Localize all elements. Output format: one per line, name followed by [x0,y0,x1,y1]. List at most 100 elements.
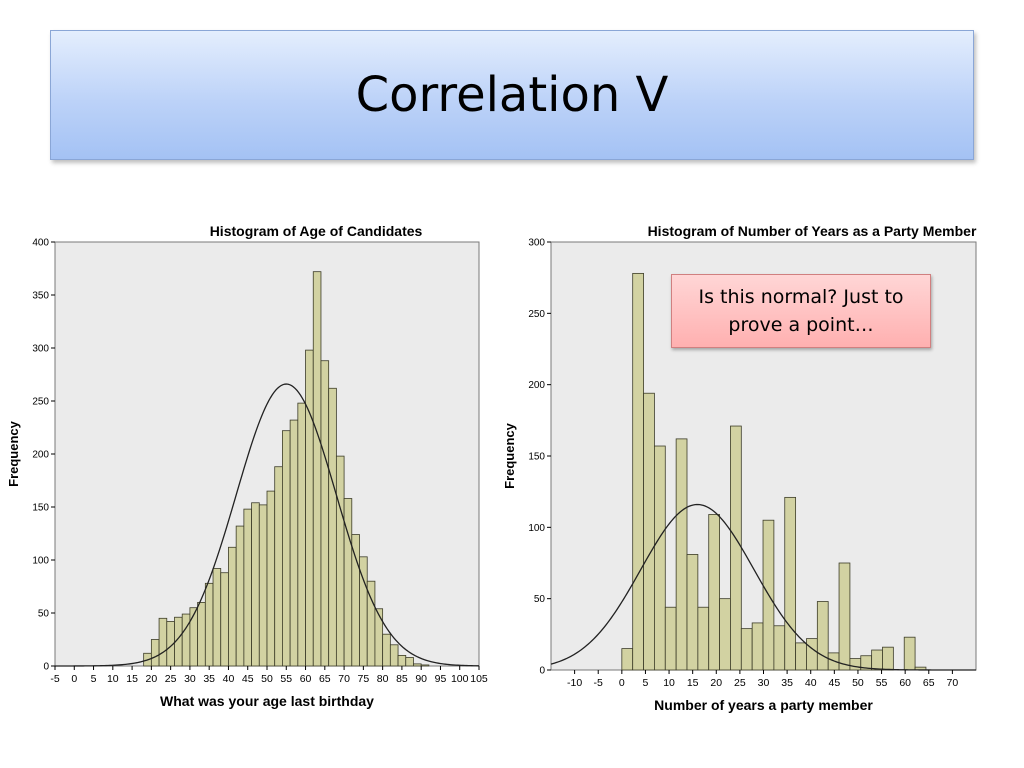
y-tick-label: 300 [528,238,545,249]
x-tick-label: 20 [710,677,722,689]
x-tick-label: 30 [184,673,196,685]
x-tick-label: 10 [107,673,119,685]
histogram-bar [243,508,252,667]
x-tick-label: 45 [242,673,254,685]
x-tick-label: 55 [280,673,292,685]
x-tick-label: 50 [852,677,864,689]
x-tick-label: -5 [50,673,59,685]
histogram-bar [795,642,807,671]
y-tick-label: 250 [528,309,545,320]
histogram-bar [405,657,414,667]
histogram-bar [351,534,360,667]
x-tick-label: 50 [261,673,273,685]
y-tick-label: 200 [528,380,545,391]
x-tick-label: 5 [643,677,649,689]
histogram-bar [335,455,345,667]
chart-title: Histogram of Age of Candidates [210,223,423,239]
normal-curve [55,383,480,667]
x-tick-label: 25 [734,677,746,689]
x-tick-label: 95 [435,673,447,685]
histogram-bar [204,582,214,667]
histogram-bar [903,636,916,671]
x-tick-label: 40 [805,677,817,689]
histogram-bar [708,514,720,671]
x-tick-label: 0 [619,677,625,689]
normal-curve [550,503,976,671]
histogram-bar [305,349,314,667]
x-tick-label: 80 [377,673,389,685]
histogram-bar [664,606,677,671]
histogram-bar [871,649,883,671]
x-tick-label: 70 [338,673,350,685]
x-tick-label: 105 [470,673,488,685]
histogram-bar [643,392,655,671]
x-tick-label: 30 [758,677,770,689]
histogram-bar [258,504,268,667]
histogram-bar [251,502,260,667]
x-tick-label: 10 [663,677,675,689]
histogram-bar [806,638,818,671]
histogram-bar [274,466,283,667]
histogram-bar [719,598,731,671]
y-tick-label: 200 [32,450,49,461]
normality-callout: Is this normal? Just to prove a point… [671,274,931,348]
x-tick-label: 40 [223,673,235,685]
x-axis-title: What was your age last birthday [160,693,374,709]
y-tick-label: 150 [528,452,545,463]
y-tick-label: 250 [32,397,49,408]
x-tick-label: 65 [319,673,331,685]
histogram-bar [266,490,276,667]
histogram-bar [773,625,786,671]
x-tick-label: 45 [828,677,840,689]
histogram-bar [697,606,710,671]
histogram-bar [632,272,644,671]
histogram-bar [181,613,191,667]
y-tick-label: 350 [32,291,49,302]
histogram-bar [382,633,391,667]
y-tick-label: 50 [534,594,546,605]
histogram-bar [374,608,384,667]
histogram-bar [420,664,430,667]
histogram-bar [621,648,634,671]
histogram-bar [816,601,829,671]
y-tick-label: 400 [32,238,49,249]
x-tick-label: 70 [947,677,959,689]
x-tick-label: 75 [358,673,370,685]
y-tick-label: 100 [528,523,545,534]
x-tick-label: 5 [91,673,97,685]
histogram-bar [730,425,742,671]
histogram-bar [882,646,894,671]
x-tick-label: 15 [687,677,699,689]
y-tick-label: 150 [32,503,49,514]
histogram-bar [838,562,851,671]
histogram-bar [235,525,245,667]
x-tick-label: 60 [899,677,911,689]
histogram-bar [413,663,422,667]
histogram-bar [740,628,753,671]
x-tick-label: 65 [923,677,935,689]
histogram-bar [675,438,688,671]
histogram-bar [297,402,306,667]
x-tick-label: 35 [781,677,793,689]
x-tick-label: 100 [451,673,469,685]
y-tick-label: 50 [38,609,50,620]
x-tick-label: 35 [203,673,215,685]
x-axis-title: Number of years a party member [654,697,873,713]
x-tick-label: 0 [71,673,77,685]
histogram-bar [228,546,237,667]
y-tick-label: 300 [32,344,49,355]
slide-title-bar: Correlation V [50,30,974,160]
histogram-bar [849,658,862,671]
histogram-bar [312,271,322,667]
x-tick-label: 60 [300,673,312,685]
y-axis-title: Frequency [502,422,517,489]
chart-title: Histogram of Number of Years as a Party … [648,223,977,239]
histogram-bar [784,496,797,671]
callout-text: Is this normal? Just to prove a point… [698,286,904,336]
x-tick-label: 20 [146,673,158,685]
y-axis-title: Frequency [6,420,21,487]
histogram-bar [289,419,299,667]
histogram-bar [686,554,699,671]
x-tick-label: 15 [126,673,138,685]
x-tick-label: -10 [567,677,582,689]
